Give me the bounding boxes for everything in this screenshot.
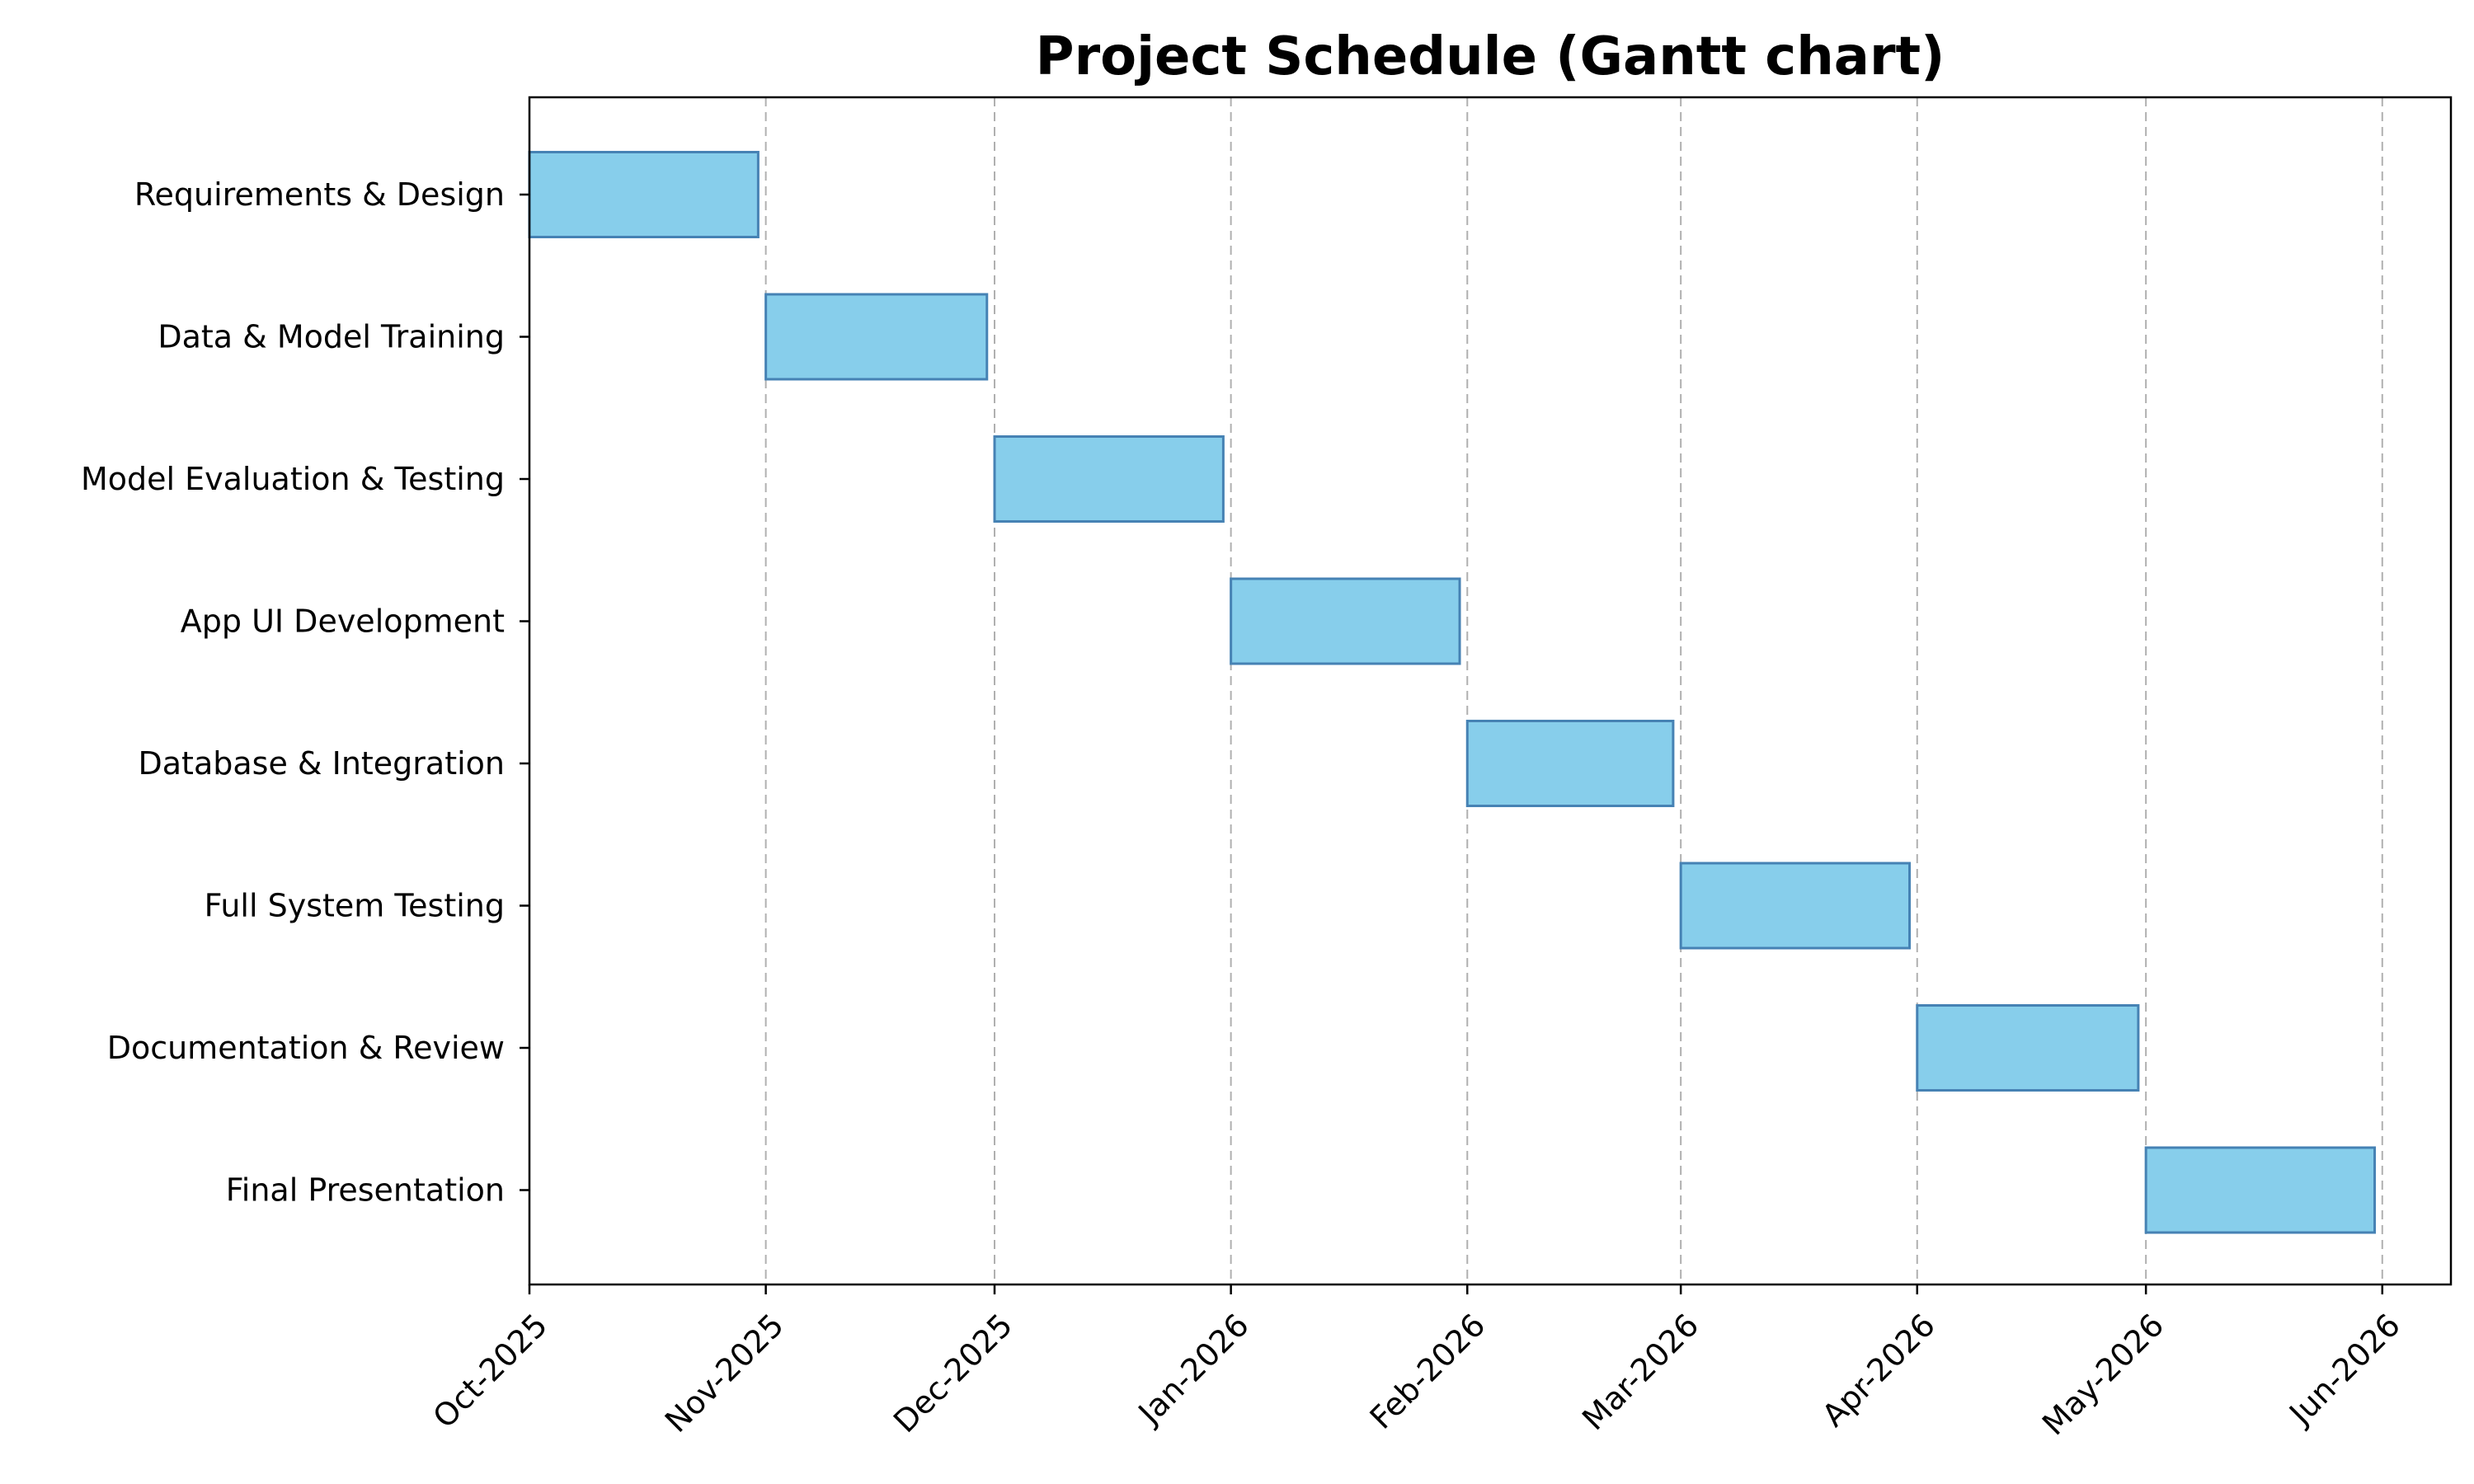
task-bar bbox=[993, 435, 1225, 523]
x-tick-label: Jan-2026 bbox=[1131, 1307, 1256, 1432]
task-bar bbox=[764, 293, 989, 381]
task-label: Model Evaluation & Testing bbox=[81, 461, 505, 497]
task-bar bbox=[1230, 577, 1461, 665]
bar-layer bbox=[528, 151, 2377, 1234]
x-tick-label: Nov-2025 bbox=[658, 1307, 791, 1439]
chart-title: Project Schedule (Gantt chart) bbox=[1036, 26, 1945, 87]
x-tick-label: Feb-2026 bbox=[1363, 1307, 1493, 1436]
x-tick-label: Jun-2026 bbox=[2281, 1307, 2407, 1433]
x-tick-label: Mar-2026 bbox=[1575, 1307, 1705, 1437]
x-tick-label: Dec-2025 bbox=[887, 1307, 1019, 1439]
x-tick-label: Oct-2025 bbox=[426, 1307, 555, 1435]
task-label: Documentation & Review bbox=[107, 1030, 505, 1066]
task-bar bbox=[2144, 1146, 2377, 1234]
task-bar bbox=[1916, 1004, 2140, 1092]
y-axis: Requirements & Design Data & Model Traini… bbox=[81, 176, 529, 1209]
task-bar bbox=[1465, 720, 1675, 807]
task-label: App UI Development bbox=[181, 603, 505, 640]
x-axis: Oct-2025 Nov-2025 Dec-2025 Jan-2026 Feb-2026… bbox=[426, 1284, 2407, 1442]
grid-layer bbox=[529, 97, 2383, 1284]
plot-frame bbox=[528, 96, 2453, 1286]
task-label: Data & Model Training bbox=[158, 319, 505, 355]
x-tick-label: Apr-2026 bbox=[1815, 1307, 1942, 1434]
task-label: Requirements & Design bbox=[134, 176, 505, 213]
task-label: Final Presentation bbox=[226, 1172, 505, 1209]
x-tick-label: May-2026 bbox=[2035, 1307, 2171, 1442]
task-label: Full System Testing bbox=[205, 888, 505, 924]
task-label: Database & Integration bbox=[139, 745, 506, 782]
task-bar bbox=[1679, 862, 1912, 950]
task-bar bbox=[528, 151, 760, 238]
